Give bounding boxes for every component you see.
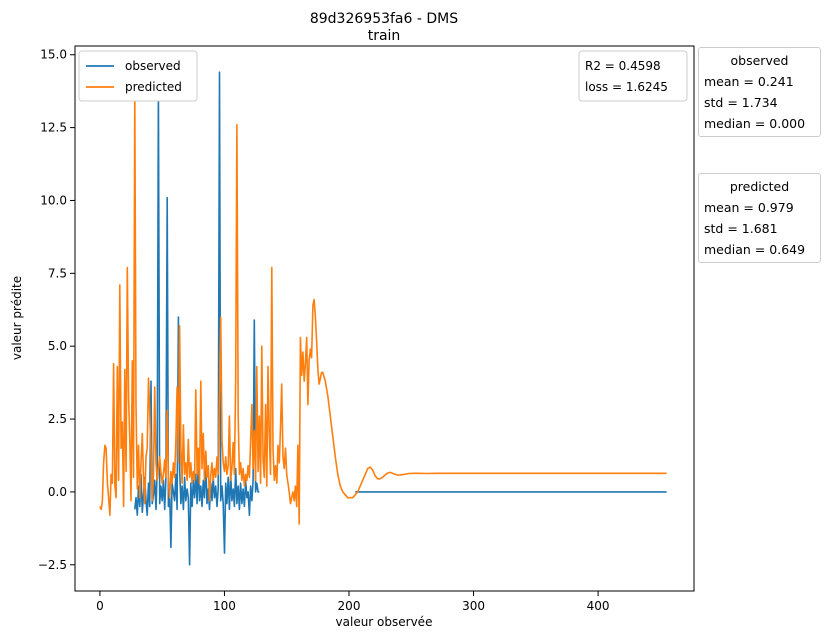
observed-std: std = 1.734 [704, 95, 778, 110]
observed-stats-box: observed mean = 0.241 std = 1.734 median… [698, 47, 821, 137]
x-axis: 0 100 200 300 400 [96, 591, 610, 613]
predicted-mean: mean = 0.979 [704, 200, 794, 215]
chart-title: 89d326953fa6 - DMS [310, 11, 458, 27]
x-tick-label-0: 0 [96, 599, 104, 613]
x-tick-label-1: 100 [213, 599, 236, 613]
legend: observed predicted [78, 50, 198, 102]
predicted-median: median = 0.649 [704, 242, 806, 257]
legend-label-predicted: predicted [125, 80, 182, 94]
predicted-stats-title: predicted [729, 179, 790, 194]
y-tick-label-6: 12.5 [40, 121, 67, 135]
y-tick-label-0: −2.5 [38, 558, 67, 572]
y-tick-label-3: 5.0 [48, 339, 67, 353]
x-tick-label-3: 300 [462, 599, 485, 613]
r2-annotation: R2 = 0.4598 [585, 59, 661, 73]
series-line-predicted [99, 94, 667, 525]
y-tick-label-7: 15.0 [40, 48, 67, 62]
plot-frame [74, 45, 695, 592]
predicted-std: std = 1.681 [704, 221, 778, 236]
observed-median: median = 0.000 [704, 116, 806, 131]
y-tick-label-1: 0.0 [48, 485, 67, 499]
x-tick-label-2: 200 [338, 599, 361, 613]
predicted-stats-box: predicted mean = 0.979 std = 1.681 media… [698, 173, 821, 263]
y-tick-label-5: 10.0 [40, 193, 67, 207]
x-tick-label-4: 400 [587, 599, 610, 613]
y-axis: −2.5 0.0 2.5 5.0 7.5 10.0 12.5 15.0 [38, 48, 75, 572]
series-line-observed [134, 71, 260, 566]
loss-annotation: loss = 1.6245 [585, 80, 668, 94]
metrics-box: R2 = 0.4598 loss = 1.6245 [578, 50, 688, 102]
metrics-frame [578, 50, 688, 102]
y-axis-label: valeur prédite [10, 276, 24, 360]
legend-label-observed: observed [125, 59, 181, 73]
x-axis-label: valeur observée [336, 615, 433, 629]
legend-frame [78, 50, 198, 102]
y-tick-label-2: 2.5 [48, 412, 67, 426]
series-layer [99, 71, 667, 566]
observed-stats-title: observed [730, 53, 789, 68]
y-tick-label-4: 7.5 [48, 266, 67, 280]
observed-mean: mean = 0.241 [704, 74, 794, 89]
chart-subtitle: train [368, 28, 401, 44]
